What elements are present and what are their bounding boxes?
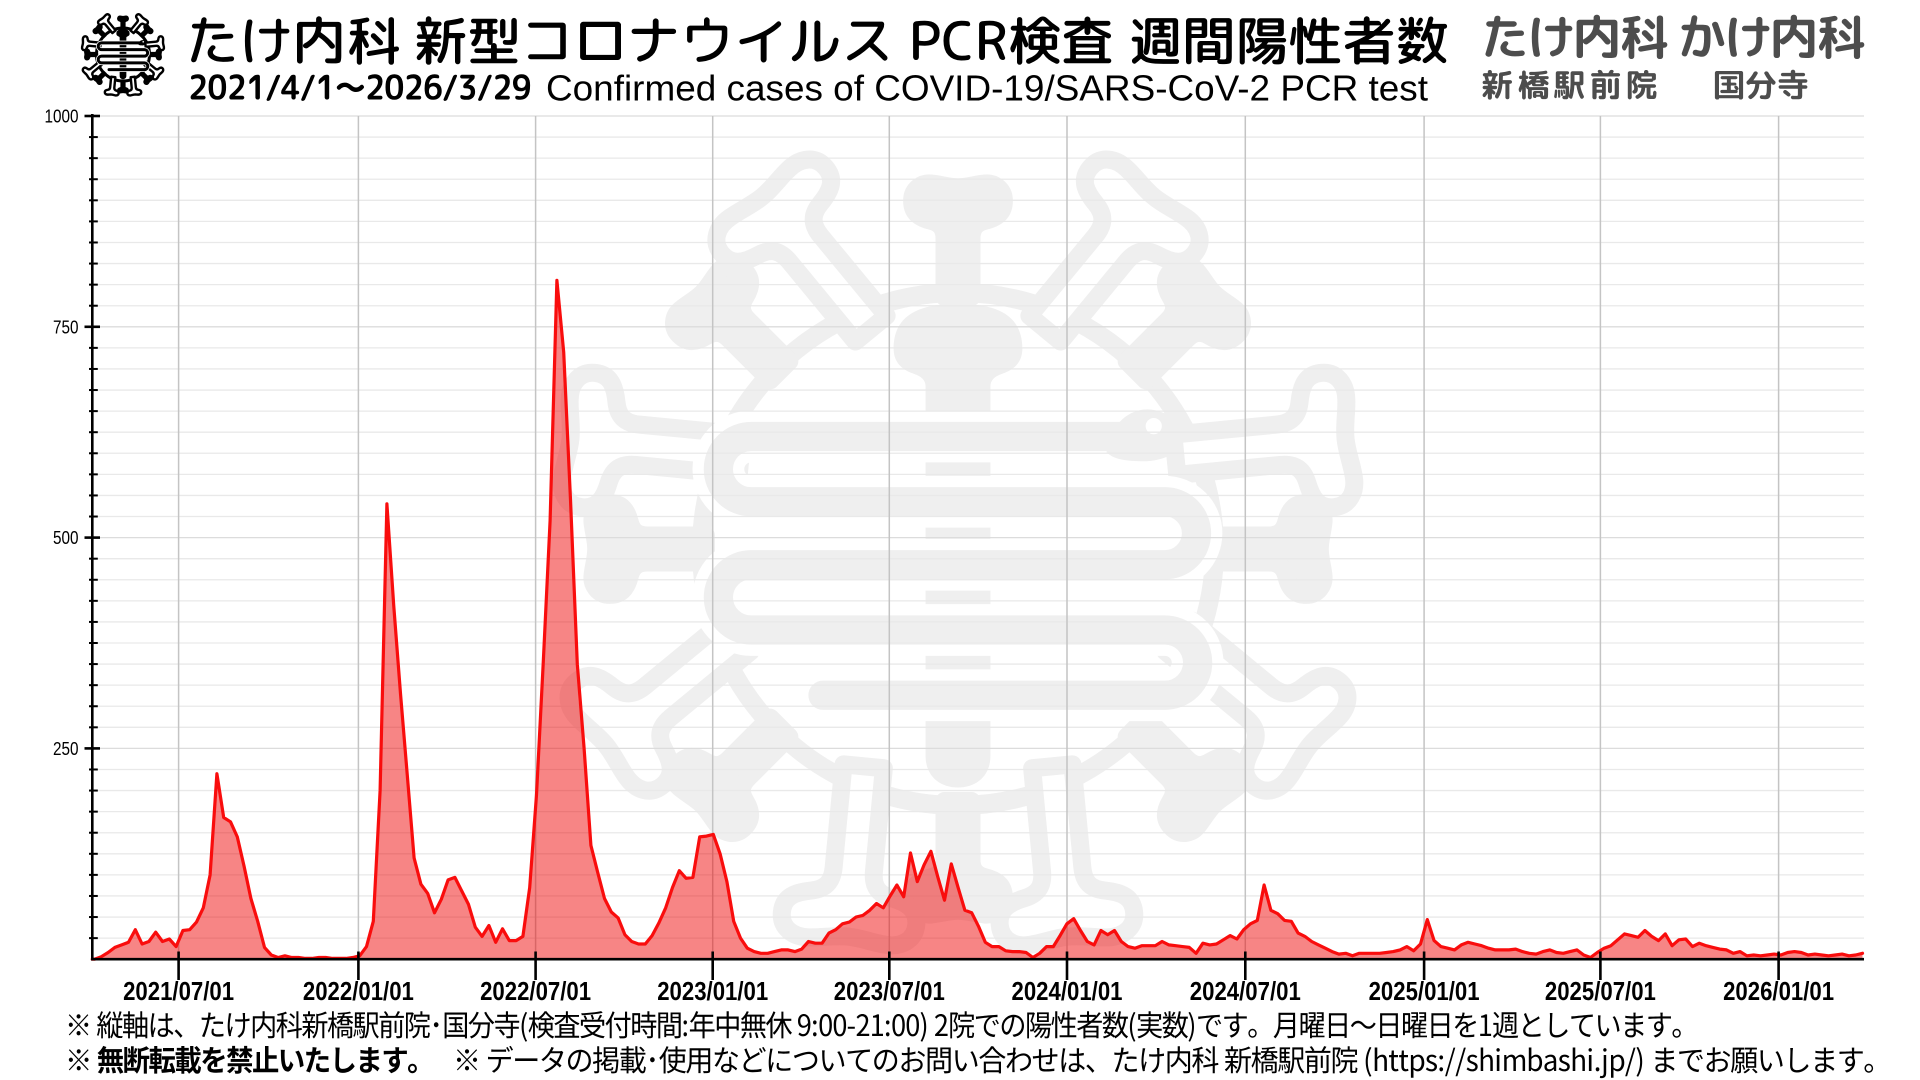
svg-text:2025/01/01: 2025/01/01 bbox=[1369, 978, 1480, 1006]
svg-text:2024/01/01: 2024/01/01 bbox=[1012, 978, 1123, 1006]
svg-text:2023/01/01: 2023/01/01 bbox=[657, 978, 768, 1006]
svg-text:2022/07/01: 2022/07/01 bbox=[480, 978, 591, 1006]
svg-text:2021/07/01: 2021/07/01 bbox=[123, 978, 234, 1006]
svg-text:500: 500 bbox=[53, 527, 79, 548]
svg-text:2026/01/01: 2026/01/01 bbox=[1723, 978, 1834, 1006]
svg-text:2022/01/01: 2022/01/01 bbox=[303, 978, 414, 1006]
svg-text:250: 250 bbox=[53, 738, 79, 759]
svg-text:750: 750 bbox=[53, 316, 79, 337]
svg-text:2025/07/01: 2025/07/01 bbox=[1545, 978, 1656, 1006]
svg-text:Confirmed cases of COVID-19/SA: Confirmed cases of COVID-19/SARS-CoV-2 P… bbox=[546, 68, 1428, 109]
svg-text:2023/07/01: 2023/07/01 bbox=[834, 978, 945, 1006]
svg-text:2024/07/01: 2024/07/01 bbox=[1190, 978, 1301, 1006]
svg-text:1000: 1000 bbox=[45, 106, 79, 127]
